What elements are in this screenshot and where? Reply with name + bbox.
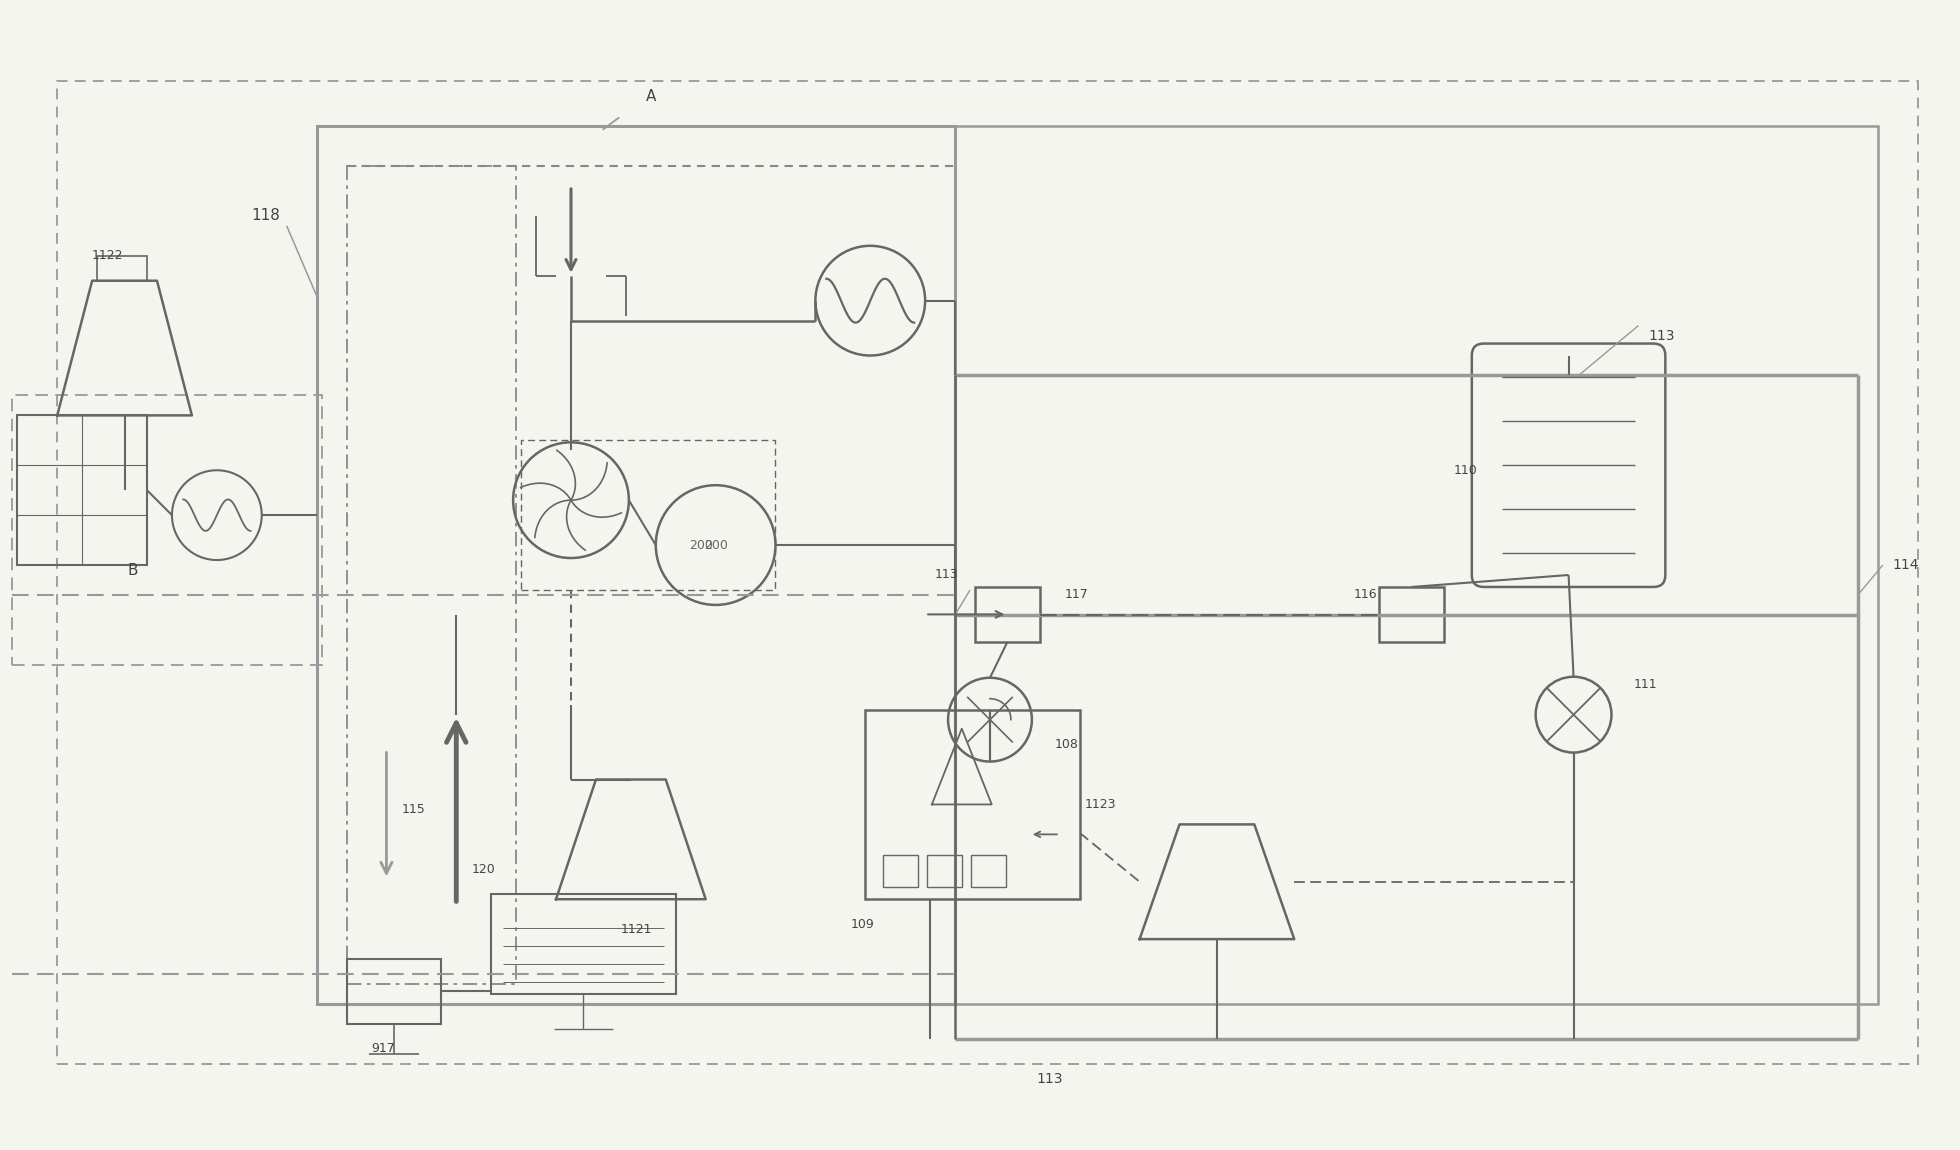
Bar: [347, 166, 515, 984]
Text: 117: 117: [1064, 589, 1088, 601]
Text: 200: 200: [688, 538, 713, 552]
Text: 200: 200: [704, 538, 727, 552]
Bar: [347, 959, 441, 1024]
Bar: [521, 440, 776, 590]
Text: 115: 115: [402, 803, 425, 816]
Text: 113: 113: [1037, 1072, 1062, 1086]
Text: 114: 114: [1893, 558, 1919, 572]
Bar: [12, 396, 321, 665]
Bar: [57, 82, 1917, 1064]
Text: 1122: 1122: [92, 250, 123, 262]
Text: 113: 113: [1648, 329, 1676, 343]
Bar: [927, 856, 962, 888]
Bar: [18, 415, 147, 565]
Bar: [864, 710, 1080, 899]
Text: 120: 120: [470, 862, 496, 876]
Text: 108: 108: [1054, 738, 1078, 751]
Text: 1123: 1123: [1084, 798, 1117, 811]
Bar: [318, 126, 1878, 1004]
Text: 111: 111: [1633, 678, 1656, 691]
Text: A: A: [645, 89, 657, 104]
Text: 113: 113: [935, 568, 958, 582]
Text: 110: 110: [1454, 463, 1478, 477]
Text: 116: 116: [1354, 589, 1378, 601]
Text: 917: 917: [372, 1042, 396, 1056]
Text: 109: 109: [851, 918, 874, 930]
Bar: [970, 856, 1005, 888]
Bar: [492, 895, 676, 994]
Bar: [974, 586, 1041, 642]
Bar: [318, 126, 955, 1004]
Text: 1121: 1121: [621, 922, 653, 936]
Bar: [884, 856, 917, 888]
Text: B: B: [127, 562, 137, 577]
Bar: [98, 255, 147, 281]
Bar: [1380, 586, 1445, 642]
Text: 118: 118: [251, 208, 280, 223]
